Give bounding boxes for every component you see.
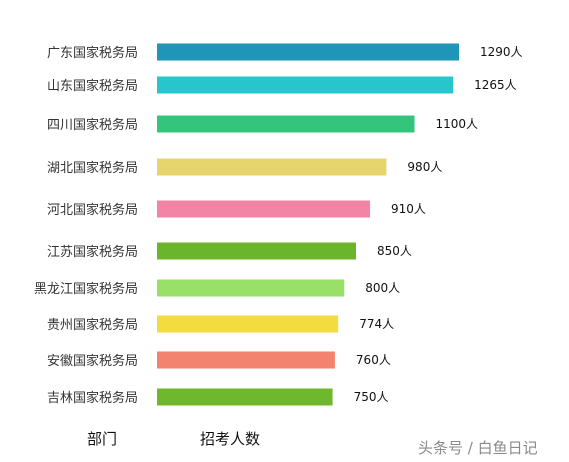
bar [157, 200, 371, 218]
bar [157, 351, 335, 369]
bar [157, 315, 339, 333]
value-label: 774人 [359, 317, 394, 331]
x-axis-title: 部门 [87, 430, 118, 448]
category-label: 黑龙江国家税务局 [34, 281, 138, 297]
value-label: 1290人 [480, 45, 523, 59]
category-label: 河北国家税务局 [47, 202, 138, 218]
bar [157, 158, 387, 176]
category-label: 山东国家税务局 [47, 78, 138, 94]
value-label: 910人 [391, 202, 426, 216]
value-label: 750人 [354, 390, 389, 404]
bar [157, 279, 345, 297]
category-label: 吉林国家税务局 [47, 390, 138, 406]
bar [157, 43, 459, 61]
category-label: 江苏国家税务局 [47, 244, 138, 260]
category-label: 四川国家税务局 [47, 117, 138, 133]
value-label: 800人 [365, 281, 400, 295]
value-label: 1100人 [436, 117, 479, 131]
y-axis-title: 招考人数 [200, 430, 261, 448]
value-label: 1265人 [474, 78, 517, 92]
category-label: 安徽国家税务局 [47, 353, 138, 369]
category-label: 贵州国家税务局 [47, 317, 138, 333]
value-label: 850人 [377, 244, 412, 258]
value-label: 980人 [407, 160, 442, 174]
bar [157, 388, 333, 406]
category-label: 湖北国家税务局 [47, 160, 138, 176]
bar [157, 76, 454, 94]
category-label: 广东国家税务局 [47, 45, 138, 61]
bar [157, 242, 356, 260]
bar [157, 115, 415, 133]
watermark: 头条号 / 白鱼日记 [418, 439, 538, 457]
value-label: 760人 [356, 353, 391, 367]
